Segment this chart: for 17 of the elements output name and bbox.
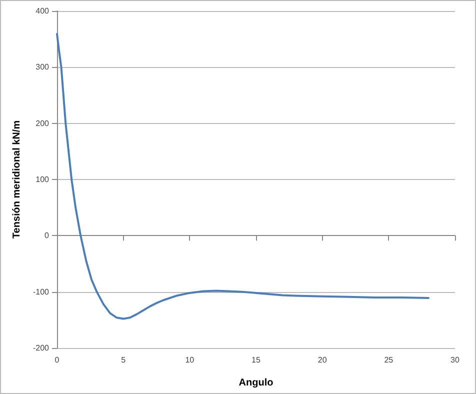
y-tick-label: 100 (36, 175, 50, 184)
x-tick-label: 20 (318, 356, 328, 364)
x-tick-label: 5 (121, 356, 126, 364)
x-tick-label: 10 (185, 356, 195, 364)
y-tick-label: -100 (32, 287, 50, 296)
y-tick-label: 300 (36, 62, 50, 72)
y-tick-label: 200 (36, 118, 50, 128)
y-tick-label: 0 (44, 231, 50, 240)
x-axis-title: Angulo (238, 378, 274, 388)
x-tick-label: 15 (252, 356, 261, 364)
x-tick-label: 30 (450, 356, 460, 364)
x-tick-label: 25 (384, 356, 394, 364)
y-axis-title: Tensión meridional kN/m (12, 120, 23, 239)
y-tick-label: 400 (36, 6, 50, 16)
y-tick-label: -200 (32, 344, 50, 352)
line-series (56, 33, 430, 320)
x-tick-label: 0 (54, 356, 60, 364)
